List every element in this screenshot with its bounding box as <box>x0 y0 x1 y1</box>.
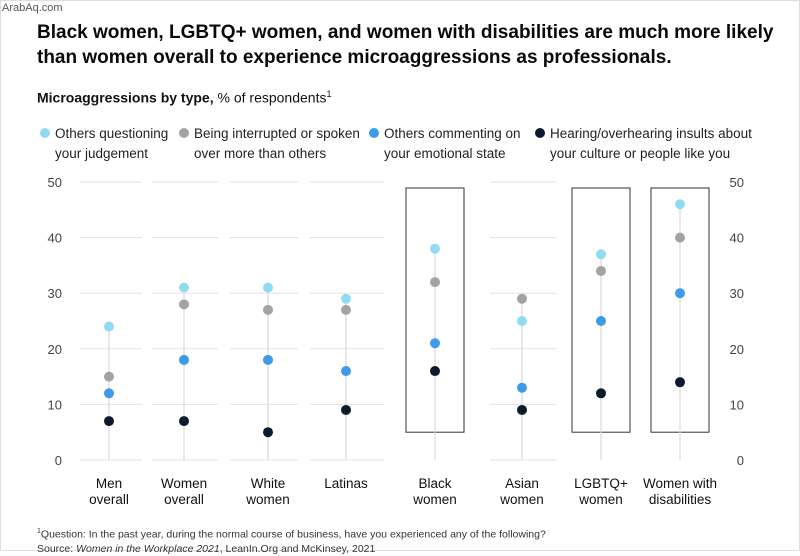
legend-label-line2: your emotional state <box>384 146 506 161</box>
data-point <box>517 293 527 304</box>
category-label-line2: women <box>578 492 623 507</box>
data-point <box>596 265 606 276</box>
y-tick-label-right: 0 <box>737 453 744 468</box>
category-label-line1: Women <box>161 476 207 491</box>
footnote-question: Question: In the past year, during the n… <box>40 528 546 541</box>
data-point <box>341 366 351 377</box>
data-point <box>596 388 606 399</box>
chart-headline: Black women, LGBTQ+ women, and women wit… <box>37 22 774 68</box>
data-point <box>675 377 685 388</box>
legend-item-interrupted: Being interrupted or spoken over more th… <box>179 124 360 164</box>
data-point <box>263 427 273 438</box>
data-point <box>104 321 114 332</box>
data-point <box>104 388 114 399</box>
data-point <box>341 404 351 415</box>
subtitle-bold: Microaggressions by type, <box>37 89 214 106</box>
category-label-line1: Asian <box>505 476 539 491</box>
category-label-line1: Black <box>418 476 451 491</box>
legend-dot <box>369 128 379 138</box>
y-tick-label-right: 50 <box>730 175 744 190</box>
category-label-line2: overall <box>89 492 129 507</box>
y-tick-label-left: 10 <box>48 397 62 412</box>
footnote-source-line: Source: Women in the Workplace 2021, Lea… <box>37 542 546 556</box>
data-point <box>596 316 606 326</box>
category-label-line2: women <box>412 492 457 507</box>
legend-label-line1: Hearing/overhearing insults about <box>550 126 752 141</box>
data-point <box>179 299 189 310</box>
data-point <box>430 277 440 288</box>
data-point <box>430 366 440 377</box>
legend-label-line2: your culture or people like you <box>550 146 731 161</box>
legend-label-line1: Being interrupted or spoken <box>194 126 360 141</box>
category-label-line2: women <box>245 492 290 507</box>
data-point <box>104 371 114 382</box>
footnote-question-line: 1Question: In the past year, during the … <box>37 525 546 542</box>
y-tick-label-left: 40 <box>48 231 62 246</box>
data-point <box>517 316 527 326</box>
category-label-line2: overall <box>164 492 204 507</box>
legend-dot <box>40 128 50 138</box>
y-tick-label-right: 40 <box>730 231 744 246</box>
y-tick-label-left: 50 <box>48 175 62 190</box>
legend-dot <box>179 128 189 138</box>
legend-item-questioning: Others questioning your judgement <box>40 124 168 164</box>
watermark: ArabAq.com <box>2 2 63 14</box>
category-label-line1: White <box>251 476 286 491</box>
category-label-line1: Women with <box>643 476 717 491</box>
source-title: Women in the Workplace 2021 <box>76 542 220 555</box>
data-point <box>430 243 440 254</box>
y-tick-label-left: 20 <box>48 342 62 357</box>
category-label-line1: LGBTQ+ <box>574 476 628 491</box>
y-tick-label-right: 10 <box>730 397 744 412</box>
category-label-line2: disabilities <box>649 492 712 507</box>
legend-item-emotional: Others commenting on your emotional stat… <box>369 124 521 164</box>
y-tick-label-right: 30 <box>730 286 744 301</box>
data-point <box>341 293 351 304</box>
subtitle-rest: % of respondents <box>213 89 327 106</box>
data-point <box>179 416 189 427</box>
data-point <box>675 199 685 210</box>
data-point <box>104 416 114 427</box>
data-point <box>179 282 189 293</box>
legend-label-line1: Others questioning <box>55 126 169 141</box>
category-label-line2: women <box>499 492 544 507</box>
data-point <box>675 288 685 299</box>
data-point <box>517 404 527 415</box>
data-point <box>263 304 273 315</box>
data-point <box>179 354 189 365</box>
source-rest: , LeanIn.Org and McKinsey, 2021 <box>219 542 376 555</box>
y-tick-label-left: 30 <box>48 286 62 301</box>
y-tick-label-left: 0 <box>55 453 62 468</box>
chart-subtitle: Microaggressions by type, % of responden… <box>37 89 331 106</box>
legend-item-insults: Hearing/overhearing insults about your c… <box>535 124 752 164</box>
y-tick-label-right: 20 <box>730 342 744 357</box>
data-point <box>596 249 606 260</box>
data-point <box>675 232 685 243</box>
legend-dot <box>535 128 545 138</box>
footnote-mark: 1 <box>37 528 41 535</box>
subtitle-footnote-mark: 1 <box>326 89 332 99</box>
data-point <box>263 282 273 293</box>
data-point <box>430 338 440 349</box>
data-point <box>263 354 273 365</box>
category-label-line1: Latinas <box>324 476 368 491</box>
data-point <box>517 382 527 393</box>
category-label-line1: Men <box>96 476 122 491</box>
legend-label-line2: your judgement <box>55 146 149 161</box>
source-prefix: Source: <box>37 542 77 555</box>
legend-label-line1: Others commenting on <box>384 126 521 141</box>
data-point <box>341 304 351 315</box>
legend-label-line2: over more than others <box>194 146 327 161</box>
